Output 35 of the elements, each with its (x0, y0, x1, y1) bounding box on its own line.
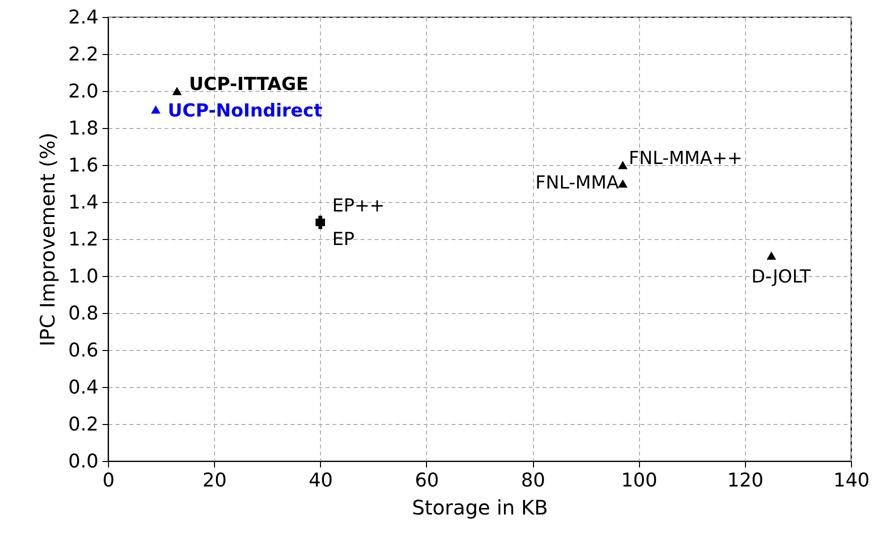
point (172, 86, 182, 96)
x-tick-label: 100 (621, 470, 658, 492)
x-tick-label: 40 (308, 470, 333, 492)
y-tick-label: 1.8 (68, 118, 98, 140)
x-tick-label: 60 (414, 470, 440, 492)
series-label: EP++ (332, 196, 385, 216)
x-tick-label: 140 (833, 470, 870, 492)
y-tick-label: 2.4 (68, 6, 98, 28)
y-tick-label: 0.4 (68, 376, 98, 398)
x-tick-label: 80 (520, 470, 546, 492)
y-tick-label: 1.4 (68, 192, 98, 214)
y-tick-label: 0.0 (68, 450, 98, 472)
y-tick-label: 0.8 (68, 302, 98, 324)
series-label: EP (332, 229, 355, 250)
y-tick-label: 0.6 (68, 340, 98, 362)
point (618, 179, 628, 188)
point (618, 160, 628, 170)
series-label: FNL-MMA++ (628, 148, 742, 169)
x-tick-label: 120 (727, 470, 764, 492)
y-tick-label: 0.2 (68, 414, 98, 436)
y-tick-label: 2.2 (68, 44, 98, 66)
y-axis-title: IPC Improvement (%) (35, 132, 60, 346)
point (151, 105, 161, 114)
y-tick-label: 2.0 (68, 80, 98, 102)
series-label: UCP-ITTAGE (188, 74, 308, 95)
point (766, 252, 776, 260)
series-label: UCP-NoIndirect (168, 100, 323, 122)
y-tick-label: 1.6 (68, 154, 98, 176)
x-tick-label: 0 (102, 470, 115, 492)
x-axis-title: Storage in KB (412, 496, 548, 520)
y-tick-label: 1.2 (68, 228, 98, 250)
series-label: D-JOLT (751, 266, 812, 288)
series-label: FNL-MMA (535, 172, 620, 194)
y-tick-label: 1.0 (68, 266, 98, 288)
x-tick-label: 20 (202, 470, 227, 492)
